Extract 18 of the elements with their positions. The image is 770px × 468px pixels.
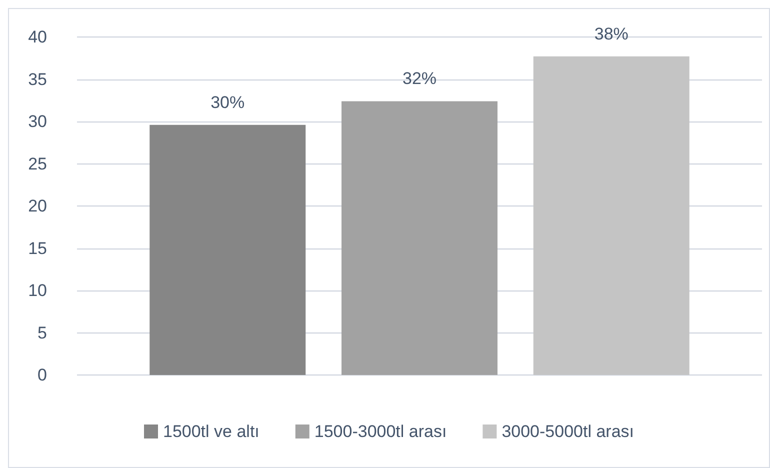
- y-tick-label: 30: [28, 112, 47, 131]
- bar: [533, 56, 690, 375]
- data-label: 32%: [402, 69, 437, 88]
- y-tick-label: 35: [28, 70, 47, 89]
- y-tick-label: 20: [28, 196, 47, 216]
- data-label: 30%: [210, 92, 245, 112]
- legend-label: 1500-3000tl arası: [314, 422, 447, 441]
- y-tick-label: 25: [28, 154, 47, 174]
- legend-label: 3000-5000tl arası: [502, 422, 634, 441]
- y-tick-label: 15: [28, 238, 47, 258]
- legend-label: 1500tl ve altı: [162, 422, 260, 441]
- data-label: 38%: [594, 24, 628, 44]
- bar: [150, 124, 306, 375]
- y-tick-label: 40: [28, 28, 47, 46]
- y-tick-label: 10: [28, 281, 47, 300]
- y-tick-label: 0: [38, 366, 47, 384]
- y-tick-label: 5: [38, 323, 47, 342]
- bar: [342, 101, 498, 375]
